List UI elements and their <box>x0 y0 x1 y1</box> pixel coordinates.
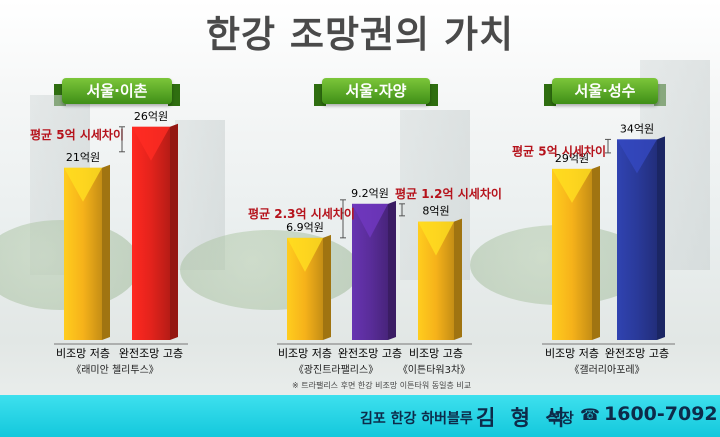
bar-1-0-facet <box>287 237 323 272</box>
value-label: 8억원 <box>422 205 449 218</box>
category-label: 비조망 저층 <box>545 347 599 360</box>
category-label: 비조망 저층 <box>56 347 110 360</box>
bar-1-1-facet <box>352 203 388 238</box>
category-label: 완전조망 고층 <box>605 347 669 360</box>
chart-title-jayang: 서울·자양 <box>314 78 438 106</box>
complex-label: 《갤러리아포레》 <box>569 364 644 376</box>
category-label: 비조망 저층 <box>278 347 332 360</box>
category-label: 완전조망 고층 <box>338 347 402 360</box>
bar-2-0-facet <box>552 168 592 203</box>
complex-label: 《래미안 첼리투스》 <box>71 364 159 376</box>
page-title: 한강 조망권의 가치 <box>205 13 515 56</box>
bar-0-1 <box>132 126 170 340</box>
footer-rank: 부장 <box>548 411 574 427</box>
bar-1-2-side <box>454 218 462 340</box>
value-label: 21억원 <box>66 151 100 164</box>
value-label: 29억원 <box>555 152 589 165</box>
value-label: 6.9억원 <box>286 221 324 234</box>
complex-label: 《광진트라팰리스》 <box>294 364 378 376</box>
bar-2-1-facet <box>617 139 657 174</box>
footer-company: 김포 한강 하버블루 <box>360 411 473 427</box>
price-difference-label: 평균 1.2억 시세차이 <box>395 186 502 201</box>
bar-2-0-side <box>592 165 600 340</box>
bar-1-1-side <box>388 200 396 340</box>
bar-0-1-side <box>170 123 178 340</box>
phone-icon: ☎ <box>580 405 600 424</box>
contact-footer: 김포 한강 하버블루 김 형 석 부장 ☎ 1600-7092 <box>0 395 720 437</box>
bar-2-1-side <box>657 136 665 340</box>
bar-1-0-side <box>323 234 331 340</box>
price-difference-label: 평균 5억 시세차이 <box>512 143 606 158</box>
footer-name: 김 형 석 <box>476 406 569 430</box>
value-label: 34억원 <box>620 122 654 135</box>
value-label: 26억원 <box>134 110 168 123</box>
bar-0-0-side <box>102 164 110 340</box>
price-difference-label: 평균 2.3억 시세차이 <box>248 206 355 221</box>
value-label: 9.2억원 <box>351 187 389 200</box>
footnote: ※ 트라팰리스 후면 한강 비조망 이튼타워 동일층 비교 <box>292 381 472 390</box>
category-label: 완전조망 고층 <box>119 347 183 360</box>
complex-label: 《이튼타워3차》 <box>398 363 470 376</box>
price-difference-label: 평균 5억 시세차이 <box>30 127 124 142</box>
bar-0-1-facet <box>132 126 170 161</box>
bar-1-2-facet <box>418 221 454 256</box>
category-label: 비조망 고층 <box>409 347 463 360</box>
footer-phone[interactable]: 1600-7092 <box>604 403 718 425</box>
bar-0-0-facet <box>64 167 102 202</box>
